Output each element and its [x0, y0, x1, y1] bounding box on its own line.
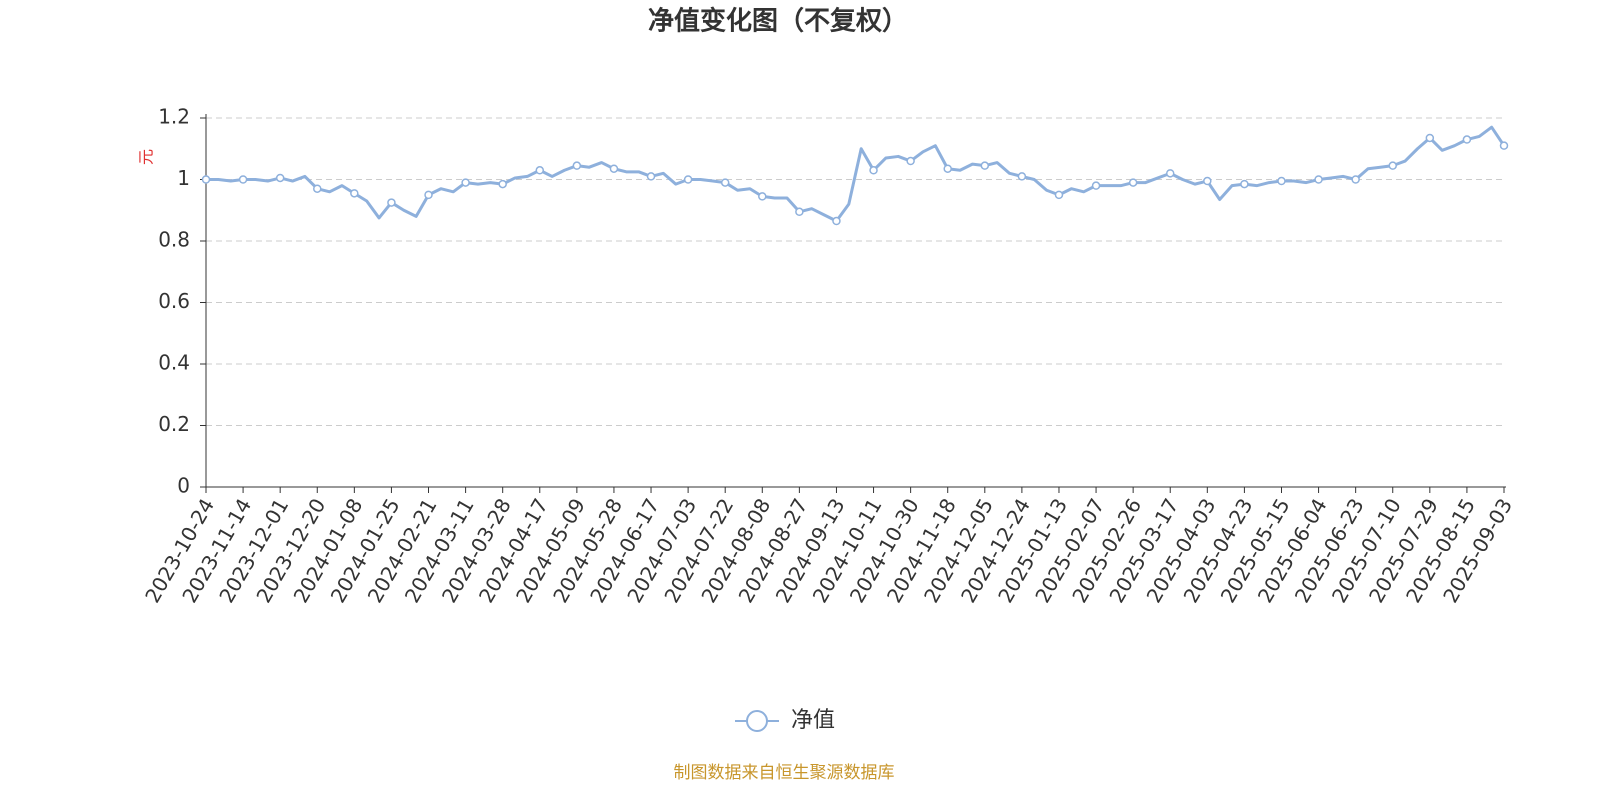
point: [201, 175, 211, 184]
y-tick-label: 1.2: [158, 105, 190, 129]
point: [1351, 175, 1360, 184]
point: [1128, 178, 1138, 187]
y-tick-label: 0.4: [158, 351, 190, 375]
y-tick-label: 0.2: [158, 412, 190, 436]
point: [906, 156, 915, 166]
legend-label: 净值: [791, 708, 835, 733]
point: [869, 166, 878, 175]
point: [943, 164, 952, 173]
point: [720, 178, 730, 187]
point: [1203, 176, 1212, 186]
point: [1054, 190, 1064, 200]
point: [1091, 181, 1101, 190]
point: [1388, 161, 1397, 170]
point: [238, 175, 248, 184]
point: [1499, 141, 1509, 150]
point: [350, 189, 359, 198]
y-tick-label: 0.6: [158, 289, 190, 313]
point: [832, 216, 841, 226]
point: [1165, 169, 1175, 178]
point: [1017, 172, 1027, 181]
point: [498, 179, 507, 189]
line: [206, 125, 1506, 223]
point: [609, 164, 619, 173]
y-tick-label: 1: [177, 166, 190, 190]
point: [1314, 175, 1323, 184]
point: [313, 184, 322, 193]
y-tick-label: 0.8: [158, 228, 190, 252]
point: [1240, 179, 1249, 189]
point: [683, 175, 693, 184]
point: [535, 166, 545, 175]
point: [572, 161, 582, 170]
point: [461, 178, 470, 187]
point: [795, 207, 804, 217]
point: [646, 172, 656, 181]
point: [275, 173, 285, 183]
point: [980, 161, 990, 170]
y-tick-label: 0: [177, 474, 190, 498]
chart-title: 净值变化图（不复权）: [648, 6, 908, 37]
point: [424, 190, 433, 200]
point: [1425, 133, 1435, 143]
point: [758, 192, 767, 201]
point: [1462, 135, 1472, 144]
source-note: 制图数据来自恒生聚源数据库: [674, 763, 895, 783]
legend-marker: [746, 710, 768, 732]
point: [1277, 176, 1286, 186]
y-axis-label: 元: [137, 149, 156, 165]
point: [387, 198, 396, 207]
